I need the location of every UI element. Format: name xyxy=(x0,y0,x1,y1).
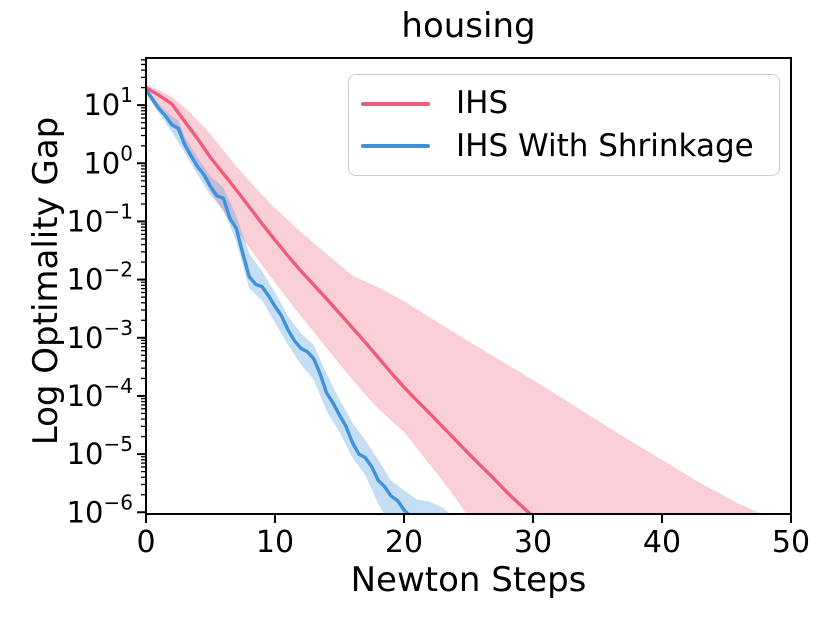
y-tick-label: 10−2 xyxy=(67,258,133,297)
band-ihs xyxy=(146,84,763,514)
shrinkage-line-sample xyxy=(361,144,430,148)
plot-spines xyxy=(145,57,792,515)
legend-item-ihs-shrinkage: IHS With Shrinkage xyxy=(349,127,779,164)
x-tick-label: 30 xyxy=(514,525,552,560)
x-tick-label: 40 xyxy=(643,525,681,560)
chart-title: housing xyxy=(401,6,536,46)
x-tick-label: 0 xyxy=(136,525,155,560)
legend-item-ihs: IHS xyxy=(349,88,779,119)
legend: IHS IHS With Shrinkage xyxy=(348,74,780,176)
x-tick-label: 10 xyxy=(256,525,294,560)
y-tick-label: 10−4 xyxy=(67,374,133,413)
y-tick-labels: 101 100 10−1 10−2 10−3 10−4 10−5 10−6 xyxy=(67,83,133,529)
line-ihs-shrinkage xyxy=(146,88,411,514)
y-tick-label: 101 xyxy=(83,83,133,122)
x-tick-label: 50 xyxy=(772,525,810,560)
line-ihs xyxy=(146,86,533,514)
y-tick-label: 10−1 xyxy=(67,199,133,238)
ihs-line-sample xyxy=(361,102,430,106)
x-tick-labels: 0 10 20 30 40 50 xyxy=(136,525,810,560)
series-layer xyxy=(146,84,763,514)
y-tick-label: 10−3 xyxy=(67,316,133,355)
y-tick-label: 10−6 xyxy=(67,490,133,529)
y-tick-label: 10−5 xyxy=(67,432,133,471)
x-axis-label: Newton Steps xyxy=(350,560,587,600)
y-tick-label: 100 xyxy=(83,141,133,180)
legend-label-ihs: IHS xyxy=(456,85,509,122)
band-ihs-shrinkage xyxy=(146,87,451,514)
legend-label-ihs-shrinkage: IHS With Shrinkage xyxy=(456,127,754,164)
x-tick-label: 20 xyxy=(385,525,423,560)
